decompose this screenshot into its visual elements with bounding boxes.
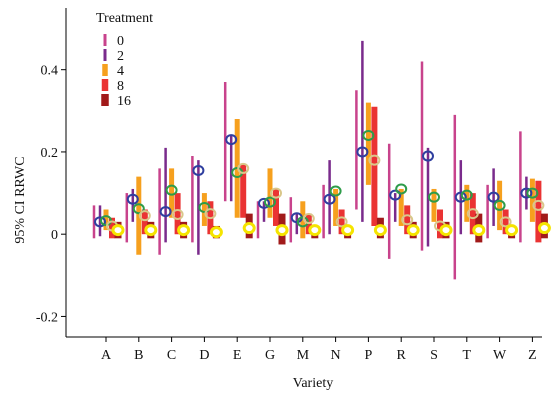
mean-point: [308, 224, 322, 237]
y-tick-label: 0.2: [41, 146, 59, 161]
mean-point: [389, 189, 402, 201]
mean-point: [192, 164, 205, 176]
mean-point: [270, 187, 282, 199]
mean-point: [428, 191, 440, 203]
mean-point: [454, 191, 467, 203]
mean-point: [111, 224, 125, 237]
x-tick-label: S: [430, 348, 438, 363]
x-tick-label: B: [134, 348, 143, 363]
mean-point: [198, 201, 211, 213]
x-tick-label: R: [397, 348, 407, 363]
mean-point: [493, 199, 506, 211]
mean-point: [406, 224, 420, 237]
legend-label: 2: [117, 49, 124, 64]
series-16-means: [111, 222, 551, 239]
mean-point: [225, 134, 238, 146]
series-2: [98, 40, 528, 255]
mean-point: [373, 224, 387, 237]
mean-point: [132, 203, 145, 215]
mean-point: [499, 216, 512, 228]
mean-point: [204, 208, 217, 220]
mean-point: [138, 210, 151, 222]
mean-point: [472, 224, 486, 237]
x-tick-label: Z: [528, 348, 537, 363]
y-axis-title: 95% CI RRWC: [13, 156, 28, 243]
mean-point: [242, 222, 256, 235]
x-tick-label: M: [297, 348, 310, 363]
legend-title: Treatment: [96, 11, 153, 26]
mean-point: [209, 226, 223, 239]
mean-point: [526, 187, 539, 199]
mean-point: [329, 185, 342, 197]
mean-point: [356, 146, 369, 158]
x-tick-label: W: [493, 348, 507, 363]
mean-point: [296, 216, 309, 228]
y-tick-label: 0.4: [41, 64, 59, 79]
mean-point: [466, 208, 479, 220]
x-tick-label: T: [463, 348, 472, 363]
series-0: [92, 61, 522, 280]
mean-point: [341, 224, 355, 237]
x-tick-label: C: [167, 348, 176, 363]
ticks: -0.2 0 0.2 0.4 A B C D E G M N P R S T W Z: [36, 64, 537, 363]
x-tick-label: D: [199, 348, 209, 363]
x-tick-label: P: [365, 348, 373, 363]
series-2-means: [94, 134, 533, 228]
mean-point: [323, 193, 336, 205]
mean-point: [177, 224, 191, 237]
mean-point: [439, 224, 453, 237]
mean-point: [505, 224, 519, 237]
mean-point: [401, 214, 414, 226]
mean-point: [275, 224, 289, 237]
mean-point: [302, 213, 315, 225]
mean-point: [144, 224, 158, 237]
mean-point: [362, 129, 375, 141]
series-8: [109, 106, 542, 243]
mean-point: [395, 183, 408, 195]
mean-point: [94, 216, 106, 228]
legend-label: 16: [117, 94, 131, 109]
mean-point: [165, 184, 178, 196]
axes: [65, 8, 542, 338]
legend-label: 8: [117, 79, 124, 94]
mean-point: [335, 216, 348, 228]
x-tick-label: E: [233, 348, 242, 363]
mean-point: [520, 187, 533, 199]
chart-marks: [92, 40, 551, 280]
mean-point: [264, 196, 276, 208]
mean-point: [258, 197, 270, 209]
mean-point: [237, 162, 250, 174]
mean-point: [460, 189, 473, 201]
y-tick-label: -0.2: [36, 310, 58, 325]
series-4-means: [100, 129, 539, 228]
x-axis-title: Variety: [293, 376, 333, 391]
x-tick-label: N: [331, 348, 341, 363]
mean-point: [171, 208, 184, 220]
mean-point: [126, 193, 139, 205]
mean-point: [422, 150, 434, 162]
x-tick-label: G: [265, 348, 275, 363]
y-tick-label: 0: [51, 228, 58, 243]
legend-label: 0: [117, 34, 124, 49]
mean-point: [487, 191, 500, 203]
mean-point: [368, 154, 381, 166]
legend-label: 4: [117, 64, 124, 79]
mean-point: [159, 206, 172, 218]
mean-point: [537, 222, 551, 235]
mean-point: [532, 199, 545, 211]
x-tick-label: A: [101, 348, 112, 363]
